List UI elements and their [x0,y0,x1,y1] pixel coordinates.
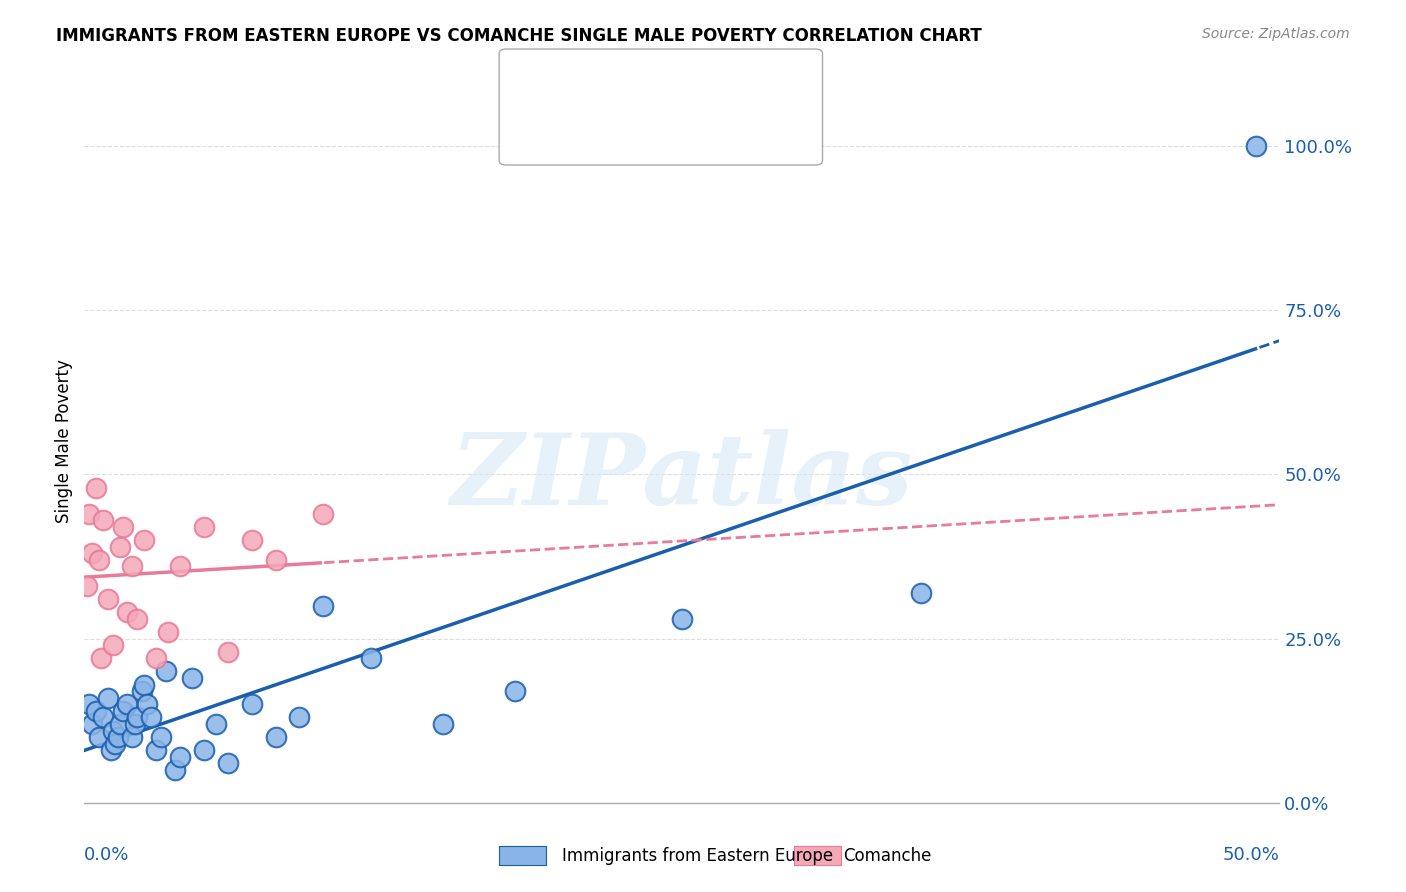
Point [101,638,124,652]
Point [117,605,139,619]
Point [100,743,122,757]
Point [503,684,526,698]
Point [312,507,335,521]
Point [193,520,215,534]
Point [86,481,108,495]
Point [264,730,287,744]
Point [169,559,191,574]
Point [312,599,335,613]
Point [132,533,156,547]
Text: Immigrants from Eastern Europe: Immigrants from Eastern Europe [562,847,834,865]
Point [217,645,239,659]
Point [107,730,129,744]
Point [135,698,157,712]
Point [111,520,134,534]
Point [125,710,148,724]
Text: ZIPatlas: ZIPatlas [451,429,912,526]
Point [104,737,127,751]
Point [240,533,263,547]
Point [360,651,382,665]
Text: 50.0%: 50.0% [1223,847,1279,864]
Point [76,579,98,593]
Point [124,717,146,731]
Point [101,723,124,738]
Point [149,730,172,744]
Point [86,704,108,718]
Point [110,717,132,731]
Text: R = 0.609    N = 39: R = 0.609 N = 39 [560,70,735,87]
Point [157,625,180,640]
Text: 0.0%: 0.0% [84,847,129,864]
Point [97,690,120,705]
Point [1244,139,1267,153]
Text: Comanche: Comanche [844,847,932,865]
Point [671,612,693,626]
Point [111,704,134,718]
Point [264,553,287,567]
Point [910,585,932,599]
Point [87,730,110,744]
Point [145,743,167,757]
Text: IMMIGRANTS FROM EASTERN EUROPE VS COMANCHE SINGLE MALE POVERTY CORRELATION CHART: IMMIGRANTS FROM EASTERN EUROPE VS COMANC… [56,27,981,45]
Point [131,684,153,698]
Point [155,665,177,679]
Point [117,698,139,712]
Point [432,717,454,731]
Point [77,698,100,712]
Point [121,559,143,574]
Point [93,513,115,527]
Point [288,710,311,724]
Point [121,730,143,744]
Point [181,671,204,685]
Point [97,592,120,607]
Point [93,710,115,724]
Text: Source: ZipAtlas.com: Source: ZipAtlas.com [1202,27,1350,41]
Point [132,677,156,691]
Point [205,717,228,731]
Point [125,612,148,626]
Point [90,651,112,665]
Text: R = 0.088    N = 23: R = 0.088 N = 23 [560,109,735,127]
Point [193,743,215,757]
Point [141,710,163,724]
Point [80,546,103,560]
Point [217,756,239,771]
Point [80,717,103,731]
Point [169,749,191,764]
Point [165,763,187,777]
Point [87,553,110,567]
Point [240,698,263,712]
Point [77,507,100,521]
Y-axis label: Single Male Poverty: Single Male Poverty [55,359,73,524]
Point [145,651,167,665]
Point [110,540,132,554]
